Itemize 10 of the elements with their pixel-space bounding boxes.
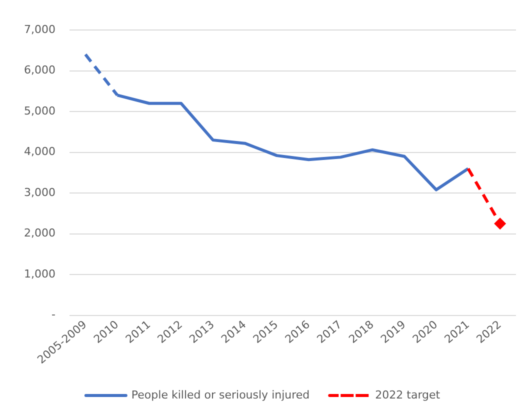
legend-label: 2022 target (375, 388, 441, 402)
y-tick-label: 3,000 (24, 186, 56, 199)
y-tick-label: - (52, 308, 56, 322)
y-tick-label: 4,000 (24, 145, 56, 158)
y-tick-label: 1,000 (24, 267, 56, 280)
y-tick-label: 6,000 (24, 64, 56, 77)
y-tick-label: 7,000 (24, 22, 56, 36)
legend-label: People killed or seriously injured (131, 388, 310, 402)
y-tick-label: 5,000 (24, 104, 56, 118)
y-tick-label: 2,000 (24, 226, 56, 240)
